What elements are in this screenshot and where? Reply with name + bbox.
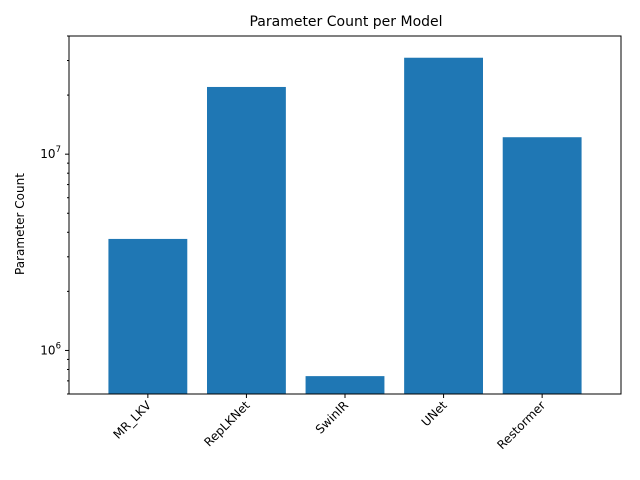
x-tick-label: RepLKNet xyxy=(201,398,252,449)
y-axis-ticks: 106 107 xyxy=(40,35,69,395)
y-tick-label: 107 xyxy=(40,145,61,161)
x-tick-label: MR_LKV xyxy=(111,398,155,442)
x-tick-label: Restormer xyxy=(494,398,548,452)
x-tick-label: SwinIR xyxy=(313,398,351,436)
bar-restormer xyxy=(502,137,582,394)
bar-swinir xyxy=(305,376,385,394)
bar-replknet xyxy=(207,86,286,394)
x-tick-label: UNet xyxy=(419,398,450,429)
y-axis-label: Parameter Count xyxy=(13,173,27,275)
y-tick-label: 106 xyxy=(40,341,61,357)
bar-unet xyxy=(404,57,483,394)
chart-title: Parameter Count per Model xyxy=(249,14,442,30)
x-axis-ticks: MR_LKV RepLKNet SwinIR UNet Restormer xyxy=(111,394,548,452)
bar-mr-lkv xyxy=(108,238,188,394)
plot-frame xyxy=(68,35,622,395)
axes-frame xyxy=(68,35,622,395)
bars-group xyxy=(108,57,582,394)
